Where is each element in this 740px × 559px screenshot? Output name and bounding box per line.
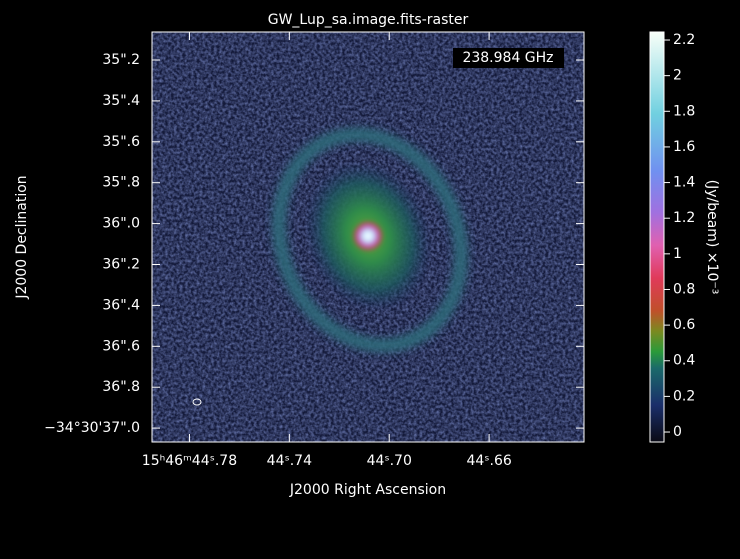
- annotation: 238.984 GHz: [462, 50, 553, 66]
- colorbar-tick-label: 1: [673, 246, 682, 262]
- colorbar-tick-label: 0.2: [673, 388, 695, 404]
- x-tick-label: 44ˢ.66: [466, 453, 511, 469]
- colorbar: [649, 31, 665, 443]
- colorbar-label: (Jy/beam) ×10⁻³: [704, 180, 720, 295]
- y-tick-label: 35".8: [102, 175, 140, 191]
- y-tick-label: 36".0: [102, 216, 140, 232]
- y-tick-label: 35".2: [102, 52, 140, 68]
- title: GW_Lup_sa.image.fits-raster: [268, 12, 469, 28]
- y-tick-label: 36".2: [102, 257, 140, 273]
- x-axis-label: J2000 Right Ascension: [289, 482, 446, 498]
- y-tick-label: −34°30'37".0: [44, 420, 140, 436]
- colorbar-tick-label: 1.4: [673, 175, 695, 191]
- colorbar-tick-label: 1.6: [673, 139, 695, 155]
- colorbar-tick-label: 0.4: [673, 353, 695, 369]
- colorbar-tick-label: 0: [673, 424, 682, 440]
- colorbar-tick-label: 0.8: [673, 281, 695, 297]
- x-tick-label: 44ˢ.70: [367, 453, 412, 469]
- y-tick-label: 36".8: [102, 379, 140, 395]
- colorbar-tick-label: 2.2: [673, 32, 695, 48]
- y-tick-label: 35".4: [102, 93, 140, 109]
- colorbar-tick-label: 0.6: [673, 317, 695, 333]
- y-tick-label: 36".4: [102, 297, 140, 313]
- raster-image: [152, 32, 584, 442]
- colorbar-tick-label: 1.8: [673, 103, 695, 119]
- y-axis-label: J2000 Declination: [14, 175, 30, 299]
- colorbar-tick-label: 1.2: [673, 210, 695, 226]
- annotation-bg: [453, 48, 564, 68]
- beam: [192, 398, 202, 406]
- frame: [151, 31, 585, 443]
- x-tick-label: 44ˢ.74: [267, 453, 312, 469]
- colorbar-tick-label: 2: [673, 68, 682, 84]
- y-tick-label: 36".6: [102, 338, 140, 354]
- y-tick-label: 35".6: [102, 134, 140, 150]
- x-tick-label: 15ʰ46ᵐ44ˢ.78: [142, 453, 237, 469]
